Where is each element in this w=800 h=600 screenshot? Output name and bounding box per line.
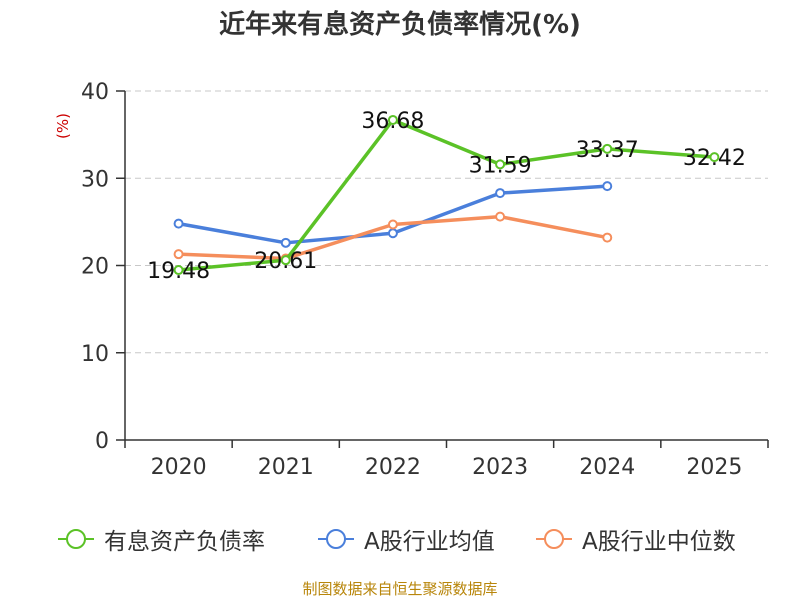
- legend-label-industry-median: A股行业中位数: [582, 529, 736, 555]
- data-point: [173, 218, 184, 229]
- legend-marker-industry-mean-icon: [318, 528, 354, 550]
- data-point: [280, 255, 291, 266]
- data-point: [280, 237, 291, 248]
- legend-label-debt-ratio: 有息资产负债率: [104, 529, 265, 555]
- y-axis-label: (%): [54, 113, 72, 139]
- x-tick-label: 2023: [472, 455, 528, 480]
- data-label: 32.42: [683, 146, 746, 171]
- x-tick-label: 2021: [258, 455, 314, 480]
- data-point: [495, 188, 506, 199]
- data-label: 19.48: [147, 259, 210, 284]
- data-point: [173, 265, 184, 276]
- data-label: 31.59: [469, 153, 532, 178]
- y-tick-label: 40: [81, 80, 109, 105]
- y-tick-label: 10: [81, 342, 109, 367]
- y-tick-label: 20: [81, 255, 109, 280]
- data-point: [602, 232, 613, 243]
- data-point: [387, 228, 398, 239]
- y-tick-label: 0: [95, 429, 109, 454]
- data-point: [173, 249, 184, 260]
- data-point: [495, 159, 506, 170]
- x-tick-label: 2024: [579, 455, 635, 480]
- x-tick-label: 2022: [365, 455, 421, 480]
- data-point: [387, 219, 398, 230]
- y-tick-label: 30: [81, 167, 109, 192]
- legend-item-industry-median[interactable]: A股行业中位数: [536, 522, 736, 556]
- data-point: [709, 152, 720, 163]
- data-point: [602, 181, 613, 192]
- legend-label-industry-mean: A股行业均值: [364, 529, 495, 555]
- source-note: 制图数据来自恒生聚源数据库: [302, 580, 498, 598]
- x-tick-label: 2025: [686, 455, 742, 480]
- legend-item-industry-mean[interactable]: A股行业均值: [318, 522, 495, 556]
- legend-item-debt-ratio[interactable]: 有息资产负债率: [58, 522, 265, 556]
- data-label: 36.68: [361, 109, 424, 134]
- series-line: [178, 118, 715, 272]
- x-tick-label: 2020: [151, 455, 207, 480]
- data-point: [602, 143, 613, 154]
- data-label: 33.37: [576, 138, 639, 163]
- legend-marker-industry-median-icon: [536, 528, 572, 550]
- legend-marker-debt-ratio-icon: [58, 528, 94, 550]
- data-point: [387, 114, 398, 125]
- data-label: 20.61: [254, 249, 317, 274]
- chart-title: 近年来有息资产负债率情况(%): [219, 10, 581, 40]
- data-point: [495, 211, 506, 222]
